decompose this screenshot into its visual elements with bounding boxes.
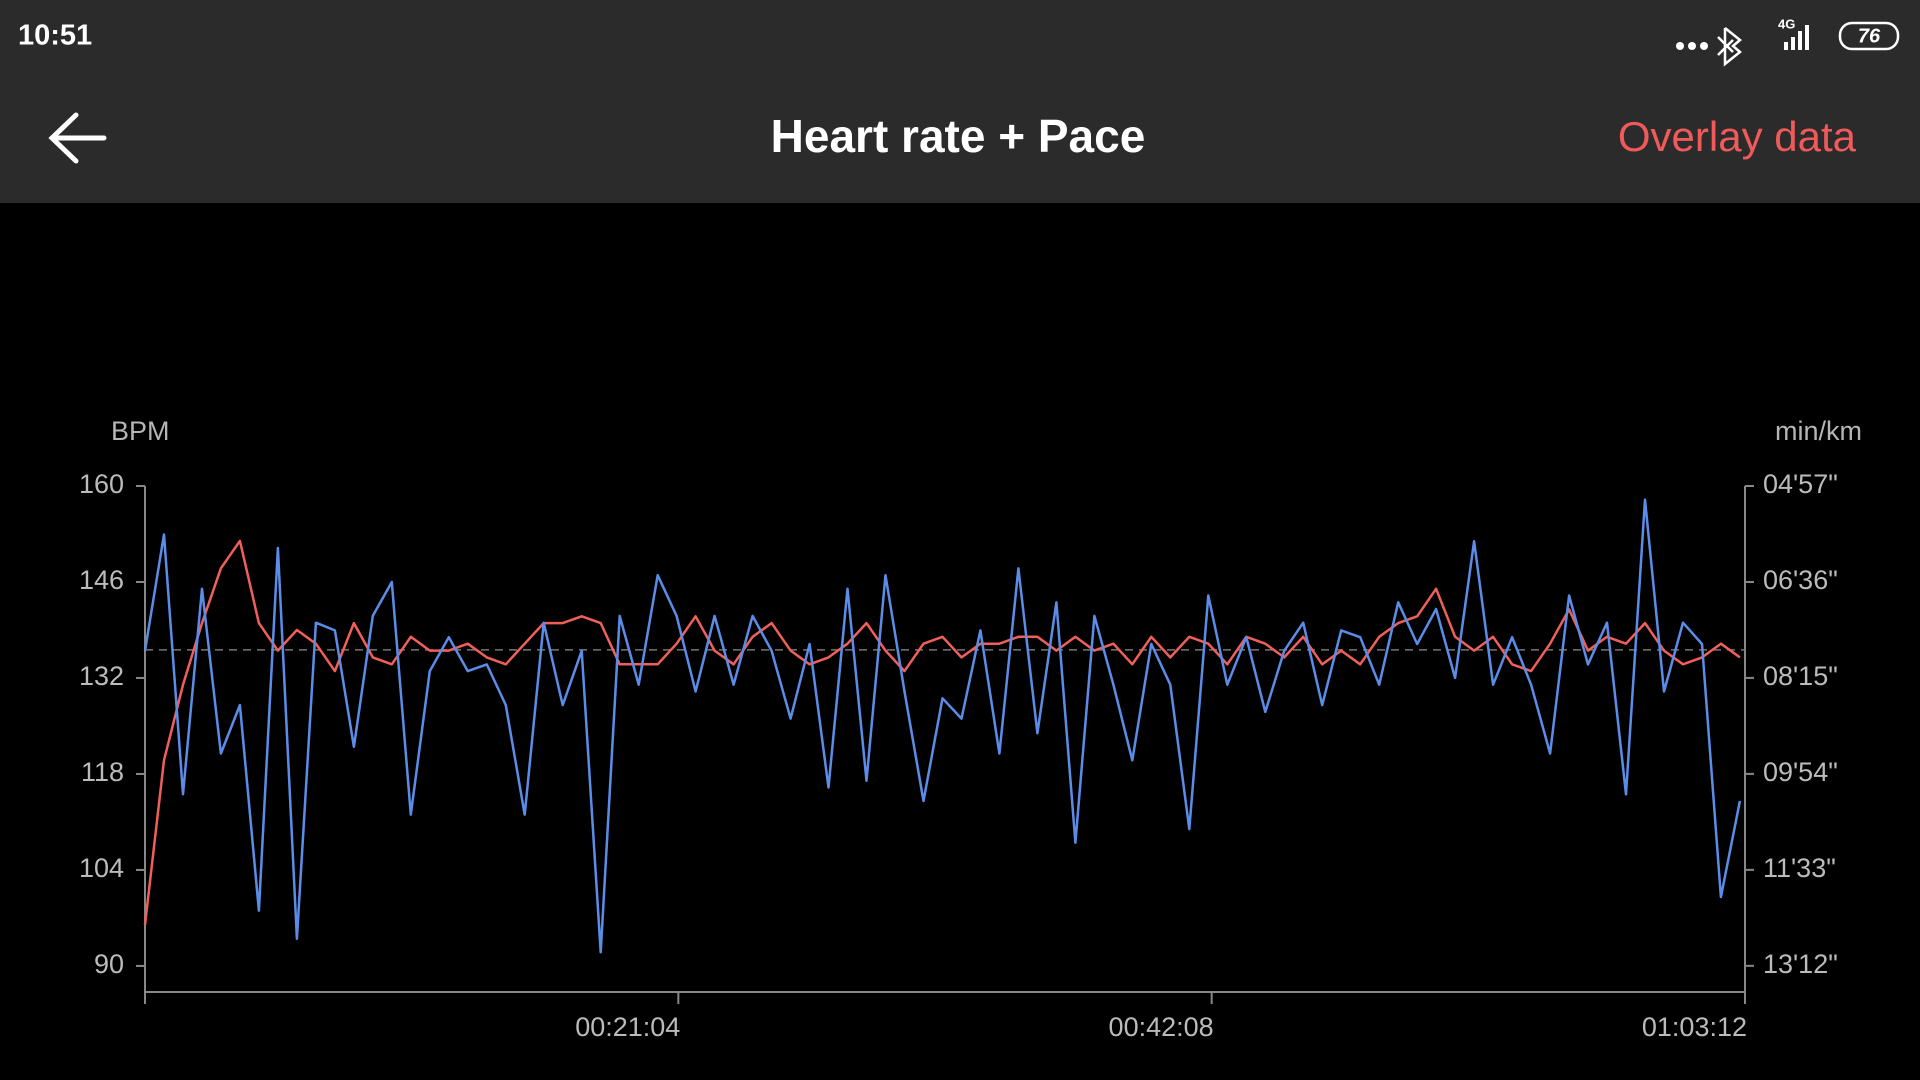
y-tick-label: 90 [94, 949, 124, 979]
y-tick-label: 104 [79, 853, 124, 883]
back-button[interactable] [48, 112, 107, 164]
plot: 90 104 118 132 146 160 04'57" 06'36" 08'15" 09'54… [79, 469, 1838, 1042]
signal-bar [1791, 37, 1795, 50]
dot [1676, 42, 1684, 50]
status-icons: 4G 76 [1676, 16, 1900, 67]
x-tick-label: 01:03:12 [1642, 1012, 1747, 1042]
back-arrow[interactable] [48, 112, 107, 164]
bluetooth-icon [1717, 27, 1742, 67]
signal-bar [1798, 31, 1802, 50]
battery [1838, 21, 1900, 51]
clock: 10:51 [18, 20, 92, 52]
top-bar [0, 0, 1920, 203]
signal-bar [1784, 42, 1788, 50]
y-tick-label: 132 [79, 661, 124, 691]
network: 4G [1778, 16, 1795, 31]
header-title: Heart rate + Pace [771, 110, 1146, 162]
overlay-data-button[interactable]: Overlay data [1618, 113, 1857, 160]
x-tick-label: 00:21:04 [575, 1012, 680, 1042]
dot [1700, 42, 1708, 50]
battery-level: 76 [1858, 25, 1881, 47]
y-tick-label: 146 [79, 565, 124, 595]
y2-tick-label: 09'54" [1763, 757, 1838, 787]
y2-tick-label: 13'12" [1763, 949, 1838, 979]
y2-tick-label: 06'36" [1763, 565, 1838, 595]
y-axis-label: BPM [111, 416, 170, 446]
x-tick-label: 00:42:08 [1109, 1012, 1214, 1042]
y2-tick-label: 11'33" [1763, 853, 1836, 883]
y2-tick-label: 08'15" [1763, 661, 1838, 691]
series-line [143, 539, 1741, 925]
y-tick-label: 118 [81, 757, 124, 787]
y-tick-label: 160 [79, 469, 124, 499]
signal-bar [1805, 25, 1809, 50]
series-line [143, 498, 1742, 954]
y2-axis-label: min/km [1775, 416, 1862, 446]
dot [1688, 42, 1696, 50]
y2-tick-label: 04'57" [1763, 469, 1838, 499]
